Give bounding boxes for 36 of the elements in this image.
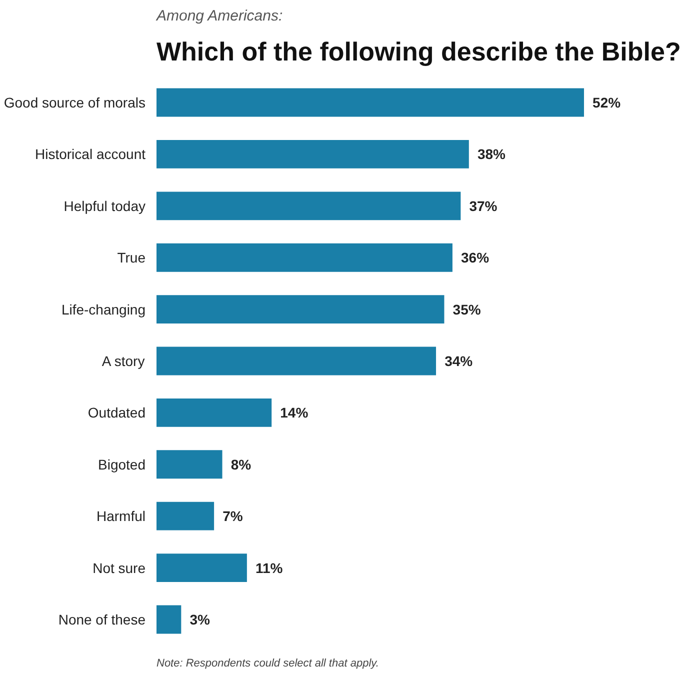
y-tick-label: Life-changing xyxy=(61,301,146,318)
bar xyxy=(156,554,247,582)
y-tick-label: None of these xyxy=(58,611,146,628)
y-tick-label: Helpful today xyxy=(64,198,146,214)
bar xyxy=(156,192,461,220)
bar xyxy=(156,398,272,427)
bar xyxy=(156,502,214,530)
y-tick-label: Historical account xyxy=(35,146,146,162)
chart-title: Which of the following describe the Bible? xyxy=(156,36,681,66)
data-label: 7% xyxy=(222,508,244,524)
y-tick-label: Outdated xyxy=(88,404,146,421)
data-label: 38% xyxy=(477,146,506,162)
bar xyxy=(156,243,452,272)
data-label: 37% xyxy=(469,198,498,214)
data-label: 3% xyxy=(190,611,210,628)
chart-subtitle: Among Americans: xyxy=(156,8,283,24)
bar xyxy=(156,346,436,376)
bar xyxy=(156,605,182,634)
bar xyxy=(156,295,444,324)
data-label: 8% xyxy=(230,456,252,472)
data-label: 35% xyxy=(452,301,482,318)
bar xyxy=(156,88,584,117)
data-label: 14% xyxy=(280,404,309,421)
data-label: 11% xyxy=(255,560,284,576)
bar xyxy=(156,450,222,479)
y-tick-label: Not sure xyxy=(92,560,146,576)
data-label: 36% xyxy=(461,250,490,266)
data-label: 52% xyxy=(592,94,622,111)
text: Note: Respondents could select all that apply. xyxy=(156,658,379,670)
y-tick-label: A story xyxy=(102,353,145,369)
y-tick-label: Bigoted xyxy=(98,456,146,472)
y-tick-label: Harmful xyxy=(96,508,146,524)
y-tick-label: True xyxy=(117,250,146,266)
y-tick-label: Good source of morals xyxy=(4,94,146,111)
data-label: 34% xyxy=(444,353,474,369)
bar xyxy=(156,140,469,168)
